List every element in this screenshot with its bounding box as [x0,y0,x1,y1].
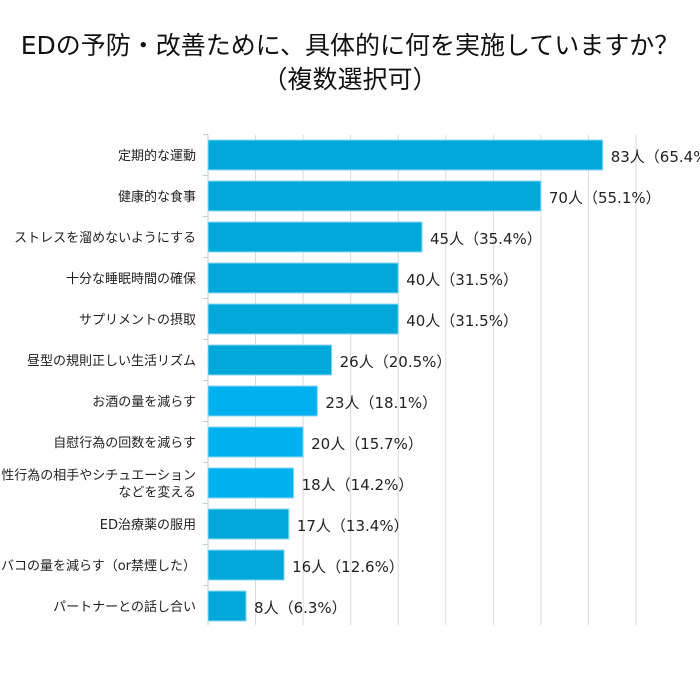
category-label: 定期的な運動 [118,148,196,164]
data-label: 20人（15.7%） [311,435,423,453]
bar [207,426,304,458]
bar [207,303,399,335]
data-label: 45人（35.4%） [430,230,542,248]
bar [207,385,318,417]
data-label: 23人（18.1%） [325,394,437,412]
category-label: 健康的な食事 [118,189,196,205]
category-label: などを変える [118,485,196,501]
data-label: 17人（13.4%） [297,517,409,535]
category-label: 性行為の相手やシチュエーション [1,468,196,484]
category-label: 自慰行為の回数を減らす [53,435,196,451]
bar [207,180,542,212]
category-label: タバコの量を減らす（or禁煙した） [0,558,196,574]
data-label: 70人（55.1%） [549,189,661,207]
bar [207,467,295,499]
category-label: 昼型の規則正しい生活リズム [27,353,196,369]
bar [207,139,604,171]
bar [207,344,333,376]
bar [207,262,399,294]
data-label: 8人（6.3%） [254,599,347,617]
data-label: 40人（31.5%） [406,312,518,330]
bar [207,508,290,540]
data-label: 83人（65.4%） [611,148,700,166]
data-label: 16人（12.6%） [292,558,404,576]
chart-subtitle: （複数選択可） [262,65,438,94]
bar [207,221,423,253]
bar [207,590,247,622]
category-label: お酒の量を減らす [92,394,196,410]
bar [207,549,285,581]
category-label: パートナーとの話し合い [53,599,196,615]
data-label: 26人（20.5%） [340,353,452,371]
data-label: 40人（31.5%） [406,271,518,289]
category-label: ED治療薬の服用 [100,518,196,533]
category-label: サプリメントの摂取 [79,312,196,328]
category-label: 十分な睡眠時間の確保 [66,271,196,287]
data-label: 18人（14.2%） [302,476,414,494]
category-label: ストレスを溜めないようにする [14,231,196,246]
chart-title: EDの予防・改善ために、具体的に何を実施していますか？ [20,31,680,60]
